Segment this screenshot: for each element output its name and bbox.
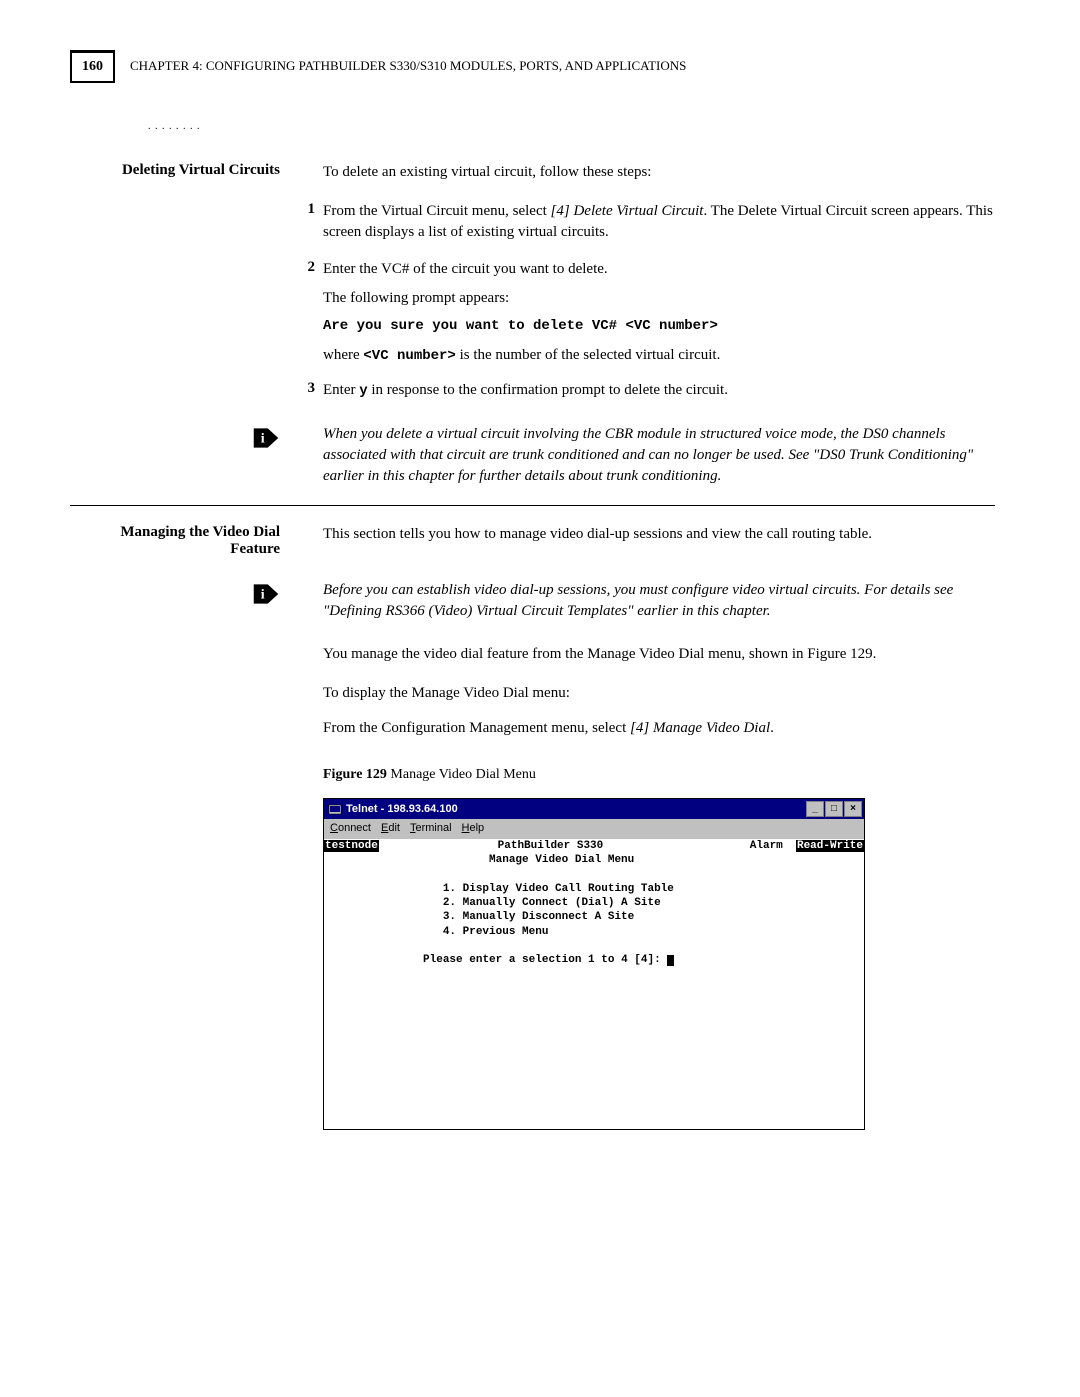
telnet-node: testnode: [324, 840, 379, 852]
step3-a: Enter: [323, 382, 359, 398]
step2-text-b: The following prompt appears:: [323, 288, 995, 309]
step1-text: From the Virtual Circuit menu, select [4…: [323, 201, 995, 243]
section2-intro: This section tells you how to manage vid…: [323, 524, 995, 558]
telnet-mode: Read-Write: [796, 840, 864, 852]
step2-c-b: is the number of the selected virtual ci…: [456, 347, 721, 363]
section2-p3: From the Configuration Management menu, …: [323, 718, 995, 739]
figure-label: Figure 129: [323, 767, 387, 782]
step1-part-a: From the Virtual Circuit menu, select: [323, 203, 551, 219]
telnet-opt4: 4. Previous Menu: [443, 926, 549, 938]
telnet-terminal-body[interactable]: testnode PathBuilder S330 Alarm Read-Writ…: [324, 839, 864, 1129]
section2-p2: To display the Manage Video Dial menu:: [323, 683, 995, 704]
svg-text:i: i: [261, 431, 265, 446]
menu-edit-rest: dit: [388, 822, 400, 834]
step-number: 3: [295, 380, 323, 402]
step2-mono-prompt: Are you sure you want to delete VC# <VC …: [323, 317, 995, 337]
step2-c-mono: <VC number>: [363, 348, 455, 364]
page-container: 160 CHAPTER 4: CONFIGURING PATHBUILDER S…: [0, 0, 1080, 1188]
menu-connect[interactable]: Connect: [330, 821, 371, 836]
p3-a: From the Configuration Management menu, …: [323, 720, 630, 736]
info-icon: i: [70, 424, 295, 487]
svg-text:i: i: [261, 587, 265, 602]
header-dots: . . . . . . . .: [148, 121, 995, 132]
menu-connect-rest: onnect: [338, 822, 371, 834]
figure-caption: Figure 129 Manage Video Dial Menu: [323, 765, 995, 785]
section1-note: When you delete a virtual circuit involv…: [323, 424, 995, 487]
step2-c-a: where: [323, 347, 363, 363]
section-heading-managing-video: Managing the Video Dial Feature: [70, 524, 295, 558]
section2-note: Before you can establish video dial-up s…: [323, 580, 995, 622]
telnet-opt1: 1. Display Video Call Routing Table: [443, 883, 674, 895]
menu-edit[interactable]: Edit: [381, 821, 400, 836]
telnet-prompt: Please enter a selection 1 to 4 [4]:: [423, 954, 667, 966]
info-icon: i: [70, 580, 295, 622]
menu-help-rest: elp: [469, 822, 484, 834]
step-number: 2: [295, 259, 323, 280]
section-divider: [70, 505, 995, 506]
telnet-opt3: 3. Manually Disconnect A Site: [443, 911, 634, 923]
maximize-button[interactable]: □: [825, 801, 843, 817]
telnet-cursor: [667, 955, 674, 966]
page-header: 160 CHAPTER 4: CONFIGURING PATHBUILDER S…: [70, 50, 995, 83]
p3-menu-option: [4] Manage Video Dial: [630, 720, 770, 736]
section1-intro: To delete an existing virtual circuit, f…: [323, 162, 995, 183]
step2-text-a: Enter the VC# of the circuit you want to…: [323, 259, 995, 280]
step3-text: Enter y in response to the confirmation …: [323, 380, 995, 402]
figure-caption-text: Manage Video Dial Menu: [387, 767, 536, 782]
step3-b: in response to the confirmation prompt t…: [368, 382, 728, 398]
telnet-window: Telnet - 198.93.64.100 _ □ × Connect Edi…: [323, 798, 865, 1129]
step3-mono: y: [359, 383, 367, 399]
p3-c: .: [770, 720, 774, 736]
telnet-title-text: Telnet - 198.93.64.100: [346, 802, 458, 817]
telnet-menu-title: Manage Video Dial Menu: [489, 854, 634, 866]
step2-text-c: where <VC number> is the number of the s…: [323, 345, 995, 367]
telnet-app-icon: [328, 802, 342, 816]
menu-help[interactable]: Help: [462, 821, 485, 836]
menu-terminal-rest: erminal: [415, 822, 451, 834]
telnet-opt2: 2. Manually Connect (Dial) A Site: [443, 897, 661, 909]
section2-p1: You manage the video dial feature from t…: [323, 644, 995, 665]
telnet-titlebar[interactable]: Telnet - 198.93.64.100 _ □ ×: [324, 799, 864, 819]
section-heading-deleting-vc: Deleting Virtual Circuits: [70, 162, 295, 183]
step1-menu-option: [4] Delete Virtual Circuit: [551, 203, 704, 219]
step-number: 1: [295, 201, 323, 243]
chapter-title: CHAPTER 4: CONFIGURING PATHBUILDER S330/…: [130, 50, 686, 74]
close-button[interactable]: ×: [844, 801, 862, 817]
telnet-menubar: Connect Edit Terminal Help: [324, 819, 864, 838]
minimize-button[interactable]: _: [806, 801, 824, 817]
telnet-product: PathBuilder S330: [498, 840, 604, 852]
page-number: 160: [70, 50, 115, 83]
menu-terminal[interactable]: Terminal: [410, 821, 452, 836]
telnet-alarm: Alarm: [750, 840, 783, 852]
